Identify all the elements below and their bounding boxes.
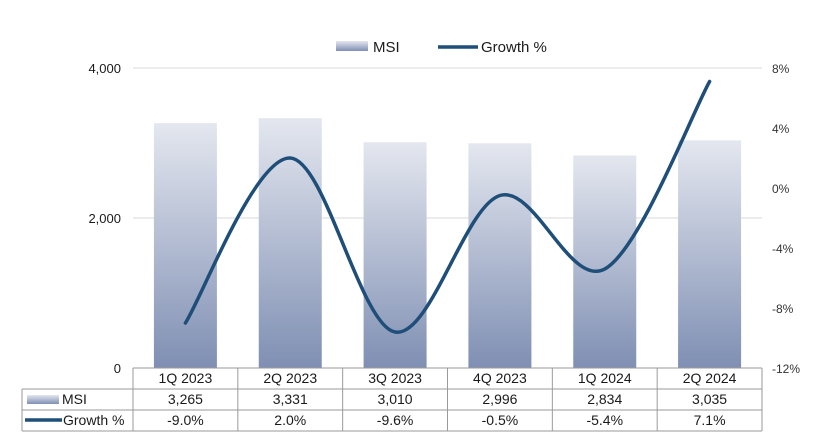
bar-1q-2023 bbox=[153, 123, 217, 368]
growth-value-label: -9.0% bbox=[167, 412, 204, 428]
table-row-label-msi: MSI bbox=[62, 391, 87, 407]
growth-value-label: -0.5% bbox=[482, 412, 519, 428]
msi-value-label: 2,996 bbox=[482, 391, 517, 407]
growth-value-label: -9.6% bbox=[377, 412, 414, 428]
category-label: 4Q 2023 bbox=[473, 370, 527, 386]
bar-3q-2023 bbox=[363, 142, 427, 368]
legend: MSI Growth % bbox=[336, 39, 547, 56]
growth-line bbox=[183, 79, 712, 334]
msi-value-label: 3,265 bbox=[168, 391, 203, 407]
right-tick-label: -8% bbox=[772, 302, 794, 316]
msi-value-label: 3,331 bbox=[273, 391, 308, 407]
bar-series bbox=[153, 118, 742, 368]
right-axis-ticks: -12% -8% -4% 0% 4% 8% bbox=[772, 62, 800, 376]
category-label: 1Q 2023 bbox=[159, 370, 213, 386]
bar-1q-2024 bbox=[573, 155, 637, 368]
legend-label-growth: Growth % bbox=[481, 39, 547, 56]
line-series bbox=[183, 79, 712, 334]
right-tick-label: 8% bbox=[772, 62, 790, 76]
table-row-label-growth: Growth % bbox=[63, 412, 124, 428]
left-axis-ticks: 0 2,000 4,000 bbox=[88, 61, 121, 376]
left-tick-label: 0 bbox=[114, 361, 121, 376]
left-tick-label: 4,000 bbox=[88, 61, 121, 76]
bar-2q-2024 bbox=[678, 140, 742, 368]
category-label: 2Q 2023 bbox=[263, 370, 317, 386]
data-table: 1Q 2023 2Q 2023 3Q 2023 4Q 2023 1Q 2024 2Q 20… bbox=[21, 367, 763, 432]
category-label: 1Q 2024 bbox=[578, 370, 632, 386]
msi-value-label: 3,010 bbox=[378, 391, 413, 407]
right-tick-label: -4% bbox=[772, 242, 794, 256]
growth-value-label: 7.1% bbox=[694, 412, 726, 428]
category-label: 2Q 2024 bbox=[683, 370, 737, 386]
category-label: 3Q 2023 bbox=[368, 370, 422, 386]
left-tick-label: 2,000 bbox=[88, 211, 121, 226]
legend-swatch-msi bbox=[336, 41, 368, 51]
growth-value-label: -5.4% bbox=[586, 412, 623, 428]
right-tick-label: 4% bbox=[772, 122, 790, 136]
gridlines bbox=[133, 67, 762, 219]
msi-value-label: 2,834 bbox=[587, 391, 622, 407]
table-key-msi bbox=[27, 395, 59, 404]
growth-value-label: 2.0% bbox=[274, 412, 306, 428]
bar-2q-2023 bbox=[258, 118, 322, 368]
right-tick-label: -12% bbox=[772, 362, 800, 376]
bar-4q-2023 bbox=[468, 143, 532, 368]
msi-value-label: 3,035 bbox=[692, 391, 727, 407]
right-tick-label: 0% bbox=[772, 182, 790, 196]
legend-label-msi: MSI bbox=[373, 39, 400, 56]
